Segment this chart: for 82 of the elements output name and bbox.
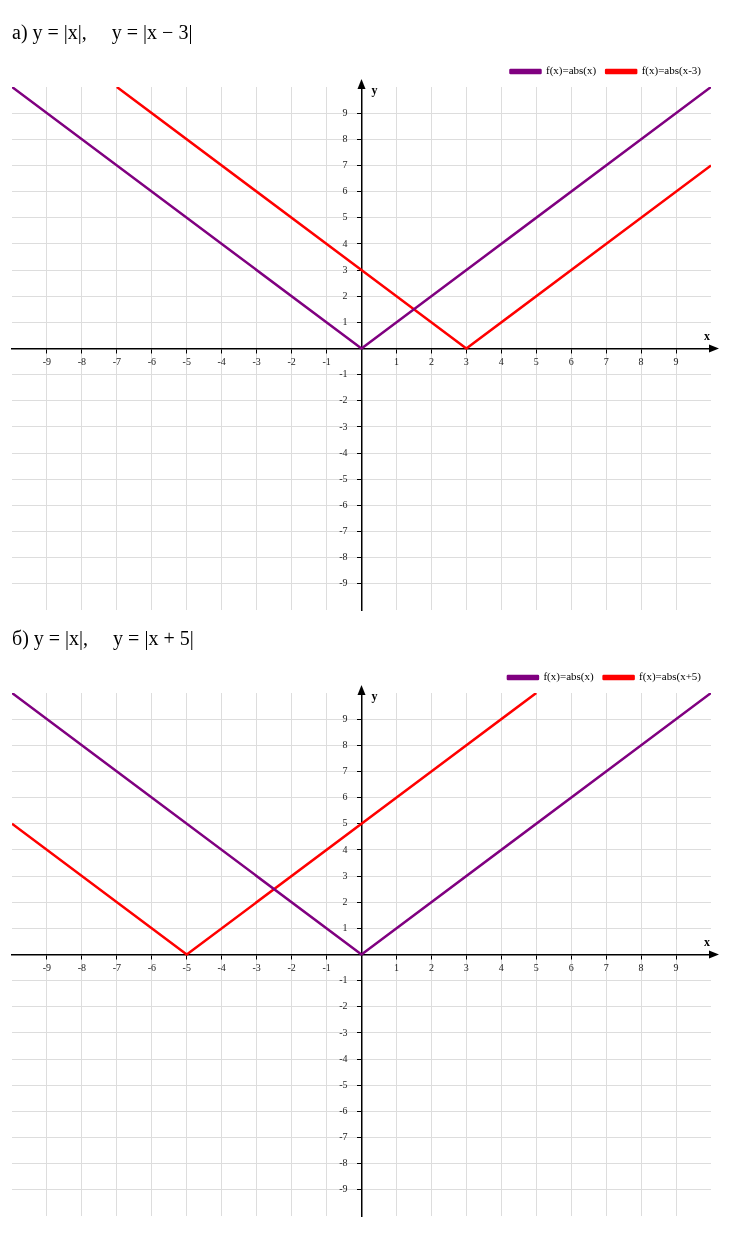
y-tick-label: 9 <box>342 106 348 118</box>
y-tick-label: -3 <box>339 420 348 432</box>
legend-label: f(x)=abs(x-3) <box>641 64 702 78</box>
x-tick-label: -1 <box>322 962 331 974</box>
y-tick-label: 3 <box>342 869 348 881</box>
y-axis-title: y <box>371 689 378 704</box>
y-tick-label: 5 <box>342 817 348 829</box>
x-tick-label: -1 <box>322 356 331 368</box>
y-tick-label: 1 <box>342 315 348 327</box>
y-tick-label: -2 <box>339 394 348 406</box>
legend-label: f(x)=abs(x) <box>545 64 597 78</box>
x-tick-label: -6 <box>147 962 156 974</box>
x-tick-label: 8 <box>638 356 644 368</box>
y-tick-label: -8 <box>339 551 348 563</box>
y-tick-label: 8 <box>342 738 348 750</box>
y-tick-label: 1 <box>342 921 348 933</box>
y-tick-label: 4 <box>342 843 348 855</box>
x-tick-label: -2 <box>287 356 296 368</box>
x-tick-label: 6 <box>568 356 574 368</box>
x-tick-label: -9 <box>42 962 52 974</box>
y-tick-label: 7 <box>342 765 348 777</box>
x-tick-label: 4 <box>498 356 504 368</box>
x-tick-label: 3 <box>463 962 469 974</box>
x-axis-title: x <box>704 934 710 949</box>
y-tick-label: 6 <box>342 791 348 803</box>
x-tick-label: 9 <box>673 962 679 974</box>
x-tick-label: -7 <box>112 356 122 368</box>
x-tick-label: 2 <box>428 356 434 368</box>
x-tick-label: 5 <box>533 962 539 974</box>
x-tick-label: 4 <box>498 962 504 974</box>
y-tick-label: 6 <box>342 185 348 197</box>
y-tick-label: -9 <box>339 1183 348 1195</box>
x-tick-label: -3 <box>252 356 261 368</box>
y-tick-label: 2 <box>342 895 348 907</box>
y-tick-label: -1 <box>339 368 348 380</box>
x-tick-label: 7 <box>603 356 609 368</box>
x-tick-label: -4 <box>217 962 226 974</box>
y-tick-label: 2 <box>342 289 348 301</box>
x-tick-label: -5 <box>182 962 191 974</box>
x-tick-label: -5 <box>182 356 191 368</box>
y-tick-label: -2 <box>339 1000 348 1012</box>
y-tick-label: -1 <box>339 974 348 986</box>
chart-title: б) y = |x|, y = |x + 5| <box>12 627 194 651</box>
y-tick-label: -3 <box>339 1026 348 1038</box>
y-tick-label: 7 <box>342 159 348 171</box>
y-axis-title: y <box>371 83 378 98</box>
x-tick-label: 1 <box>393 356 399 368</box>
x-tick-label: 6 <box>568 962 574 974</box>
y-tick-label: -4 <box>339 446 348 458</box>
y-tick-label: -4 <box>339 1052 348 1064</box>
x-tick-label: 3 <box>463 356 469 368</box>
x-tick-label: 8 <box>638 962 644 974</box>
y-tick-label: 4 <box>342 237 348 249</box>
y-tick-label: -5 <box>339 1078 348 1090</box>
x-tick-label: 1 <box>393 962 399 974</box>
x-tick-label: 7 <box>603 962 609 974</box>
x-tick-label: 9 <box>673 356 679 368</box>
x-tick-label: 2 <box>428 962 434 974</box>
y-tick-label: -6 <box>339 1105 348 1117</box>
y-tick-label: -6 <box>339 499 348 511</box>
y-tick-label: 9 <box>342 712 348 724</box>
y-tick-label: -7 <box>339 1131 348 1143</box>
x-tick-label: -8 <box>77 356 87 368</box>
y-tick-label: -7 <box>339 525 348 537</box>
legend-label: f(x)=abs(x+5) <box>639 670 702 684</box>
x-tick-label: 5 <box>533 356 539 368</box>
x-tick-label: -8 <box>77 962 87 974</box>
x-tick-label: -2 <box>287 962 296 974</box>
x-tick-label: -4 <box>217 356 226 368</box>
x-tick-label: -3 <box>252 962 261 974</box>
chart-title: а) y = |x|, y = |x − 3| <box>12 21 193 45</box>
y-tick-label: -8 <box>339 1157 348 1169</box>
y-tick-label: 5 <box>342 211 348 223</box>
y-tick-label: -9 <box>339 577 348 589</box>
x-tick-label: -9 <box>42 356 52 368</box>
y-tick-label: -5 <box>339 472 348 484</box>
x-tick-label: -6 <box>147 356 156 368</box>
x-axis-title: x <box>704 328 710 343</box>
legend-label: f(x)=abs(x) <box>543 670 594 684</box>
y-tick-label: 3 <box>342 263 348 275</box>
x-tick-label: -7 <box>112 962 122 974</box>
y-tick-label: 8 <box>342 132 348 144</box>
